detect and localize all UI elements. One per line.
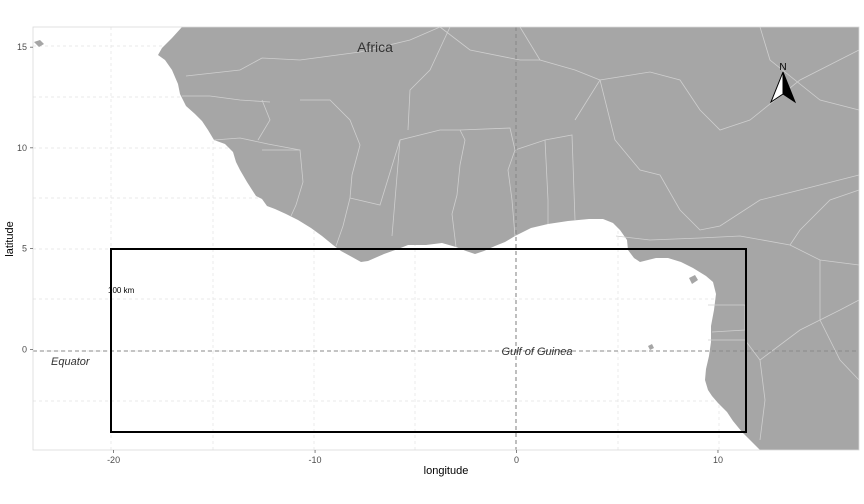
equator-label: Equator [51,356,91,368]
land-islet [648,344,654,350]
gulf-of-guinea-label: Gulf of Guinea [502,346,573,358]
north-arrow-right-half [782,71,797,104]
x-axis-title: longitude [424,465,469,477]
x-axis-ticks: -20 -10 0 10 [107,450,723,465]
land-islet [34,40,44,47]
study-area-box [110,248,747,433]
scale-bar-label: 100 km [108,286,135,295]
y-tick-label: 5 [22,244,27,254]
y-tick-label: 10 [17,143,27,153]
panel-border [32,26,860,451]
land-islet [689,275,698,284]
y-axis-title: latitude [4,221,16,256]
continent-label: Africa [357,39,393,55]
y-axis-ticks: 0 5 10 15 [17,42,33,354]
x-tick-label: 10 [713,455,723,465]
land-africa [34,27,859,450]
y-tick-label: 0 [22,344,27,354]
north-arrow-label: N [779,62,786,73]
north-arrow: N [769,62,797,104]
x-tick-label: -20 [107,455,120,465]
x-tick-label: -10 [309,455,322,465]
y-tick-label: 15 [17,42,27,52]
x-tick-label: 0 [514,455,519,465]
